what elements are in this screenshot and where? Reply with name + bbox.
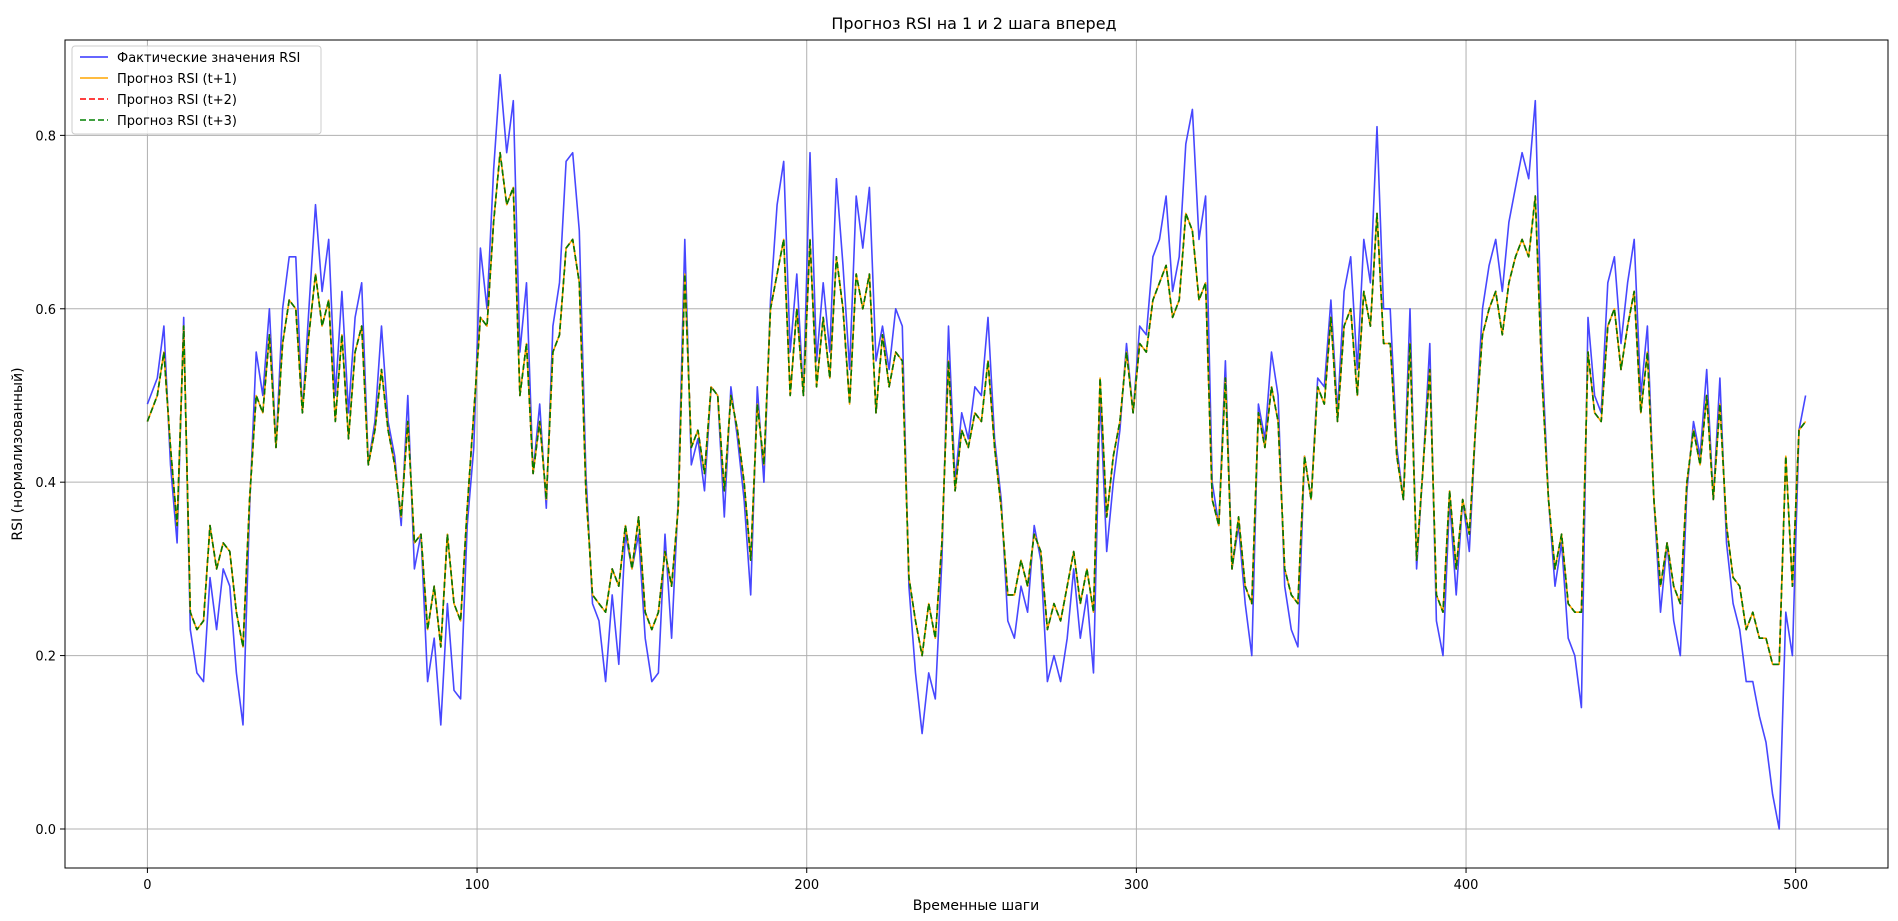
legend-label-t1: Прогноз RSI (t+1) <box>117 72 237 87</box>
series-line-t3 <box>146 151 1807 666</box>
legend-box <box>71 45 322 135</box>
x-axis-label: Временные шаги <box>913 898 1040 914</box>
legend-label-t3: Прогноз RSI (t+3) <box>117 114 237 129</box>
x-tick-label: 400 <box>1454 878 1479 893</box>
y-tick-label: 0.4 <box>35 476 56 491</box>
y-tick-label: 0.6 <box>35 303 56 318</box>
x-tick-label: 300 <box>1124 878 1149 893</box>
y-tick-label: 0.2 <box>35 650 56 665</box>
plot-frame <box>64 39 1889 869</box>
y-tick-label: 0.0 <box>35 823 56 838</box>
legend-label-actual: Фактические значения RSI <box>117 51 300 66</box>
y-axis-ticks: 0.0 0.2 0.4 0.6 0.8 <box>35 129 65 838</box>
chart-title: Прогноз RSI на 1 и 2 шага вперед <box>831 14 1116 33</box>
x-tick-label: 200 <box>794 878 819 893</box>
y-axis-label: RSI (нормализованный) <box>10 367 26 540</box>
series-line-actual <box>146 73 1807 830</box>
series-layer <box>146 73 1807 830</box>
x-tick-label: 500 <box>1783 878 1808 893</box>
y-tick-label: 0.8 <box>35 129 56 144</box>
legend-label-t2: Прогноз RSI (t+2) <box>117 93 237 108</box>
x-tick-label: 100 <box>465 878 490 893</box>
x-axis-ticks: 0 100 200 300 400 500 <box>143 868 1808 893</box>
legend: Фактические значения RSI Прогноз RSI (t+… <box>71 45 322 135</box>
x-tick-label: 0 <box>143 878 151 893</box>
